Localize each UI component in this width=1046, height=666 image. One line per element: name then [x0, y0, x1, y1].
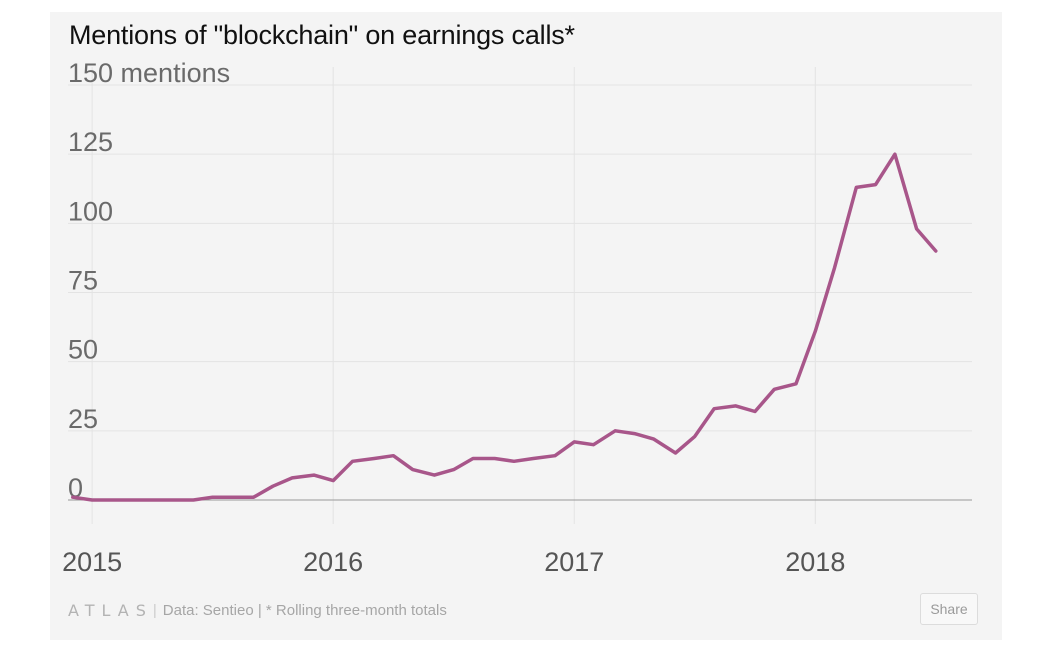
x-tick-label: 2017 [544, 547, 604, 577]
x-tick-label: 2015 [62, 547, 122, 577]
y-tick-label: 25 [68, 404, 98, 434]
chart-footer: ATLAS | Data: Sentieo | * Rolling three-… [68, 598, 447, 622]
y-tick-label: 125 [68, 127, 113, 157]
x-tick-label: 2018 [785, 547, 845, 577]
chart-card: Mentions of "blockchain" on earnings cal… [50, 12, 1002, 640]
footer-separator: | [152, 601, 157, 619]
line-chart: 0 25 50 75 100 125 150 mentions 2015 2016 2017 201… [62, 58, 972, 577]
share-button[interactable]: Share [920, 593, 978, 625]
y-tick-label: 150 mentions [68, 58, 230, 88]
atlas-logo[interactable]: ATLAS [68, 600, 153, 620]
source-note: Data: Sentieo | * Rolling three-month to… [162, 601, 447, 619]
y-tick-label: 100 [68, 196, 113, 226]
chart-title: Mentions of "blockchain" on earnings cal… [69, 20, 575, 50]
y-tick-label: 75 [68, 266, 98, 296]
y-tick-label: 50 [68, 335, 98, 365]
series-line [71, 152, 938, 502]
x-tick-label: 2016 [303, 547, 363, 577]
y-tick-label: 0 [68, 473, 83, 503]
